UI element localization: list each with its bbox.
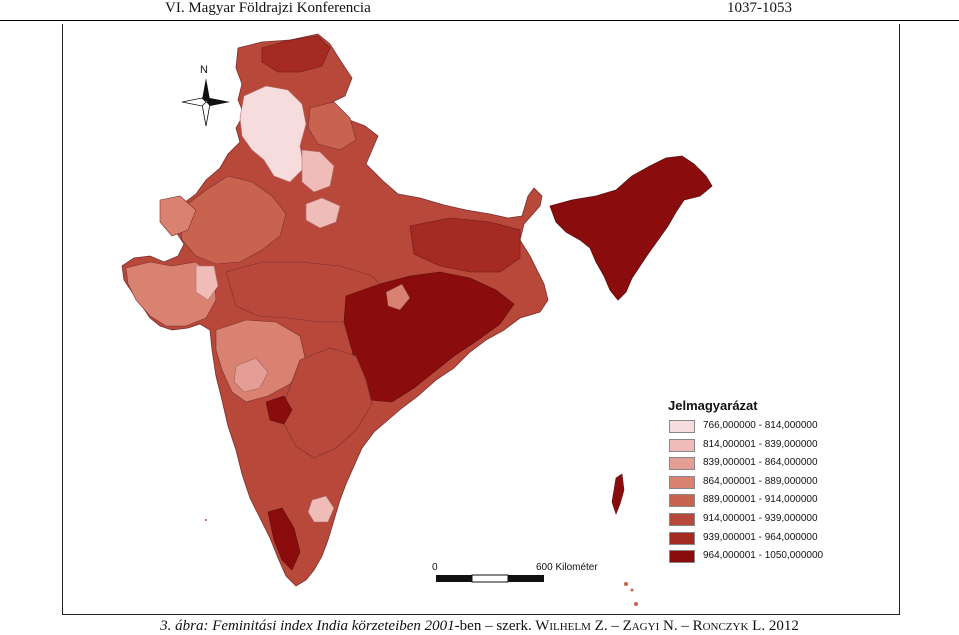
region-karnataka-dark (265, 395, 293, 425)
header-title: VI. Magyar Földrajzi Konferencia (165, 0, 371, 16)
region-gujarat (125, 261, 217, 327)
legend-label: 864,000001 - 889,000000 (703, 475, 818, 487)
region-haryana (301, 149, 335, 193)
region-tamil-nadu-light (307, 495, 335, 523)
legend-swatch (669, 531, 695, 545)
legend-item: 766,000000 - 814,000000 (668, 417, 868, 436)
lakshadweep-island (205, 519, 207, 521)
region-chhattisgarh-patch (385, 283, 411, 311)
india-northeast (549, 155, 713, 301)
caption-author-3-smallcaps: ONCZYK (702, 621, 749, 633)
caption-year: L. 2012 (748, 618, 799, 634)
map-legend: Jelmagyarázat 766,000000 - 814,000000 81… (668, 398, 868, 566)
legend-item: 814,000001 - 839,000000 (668, 436, 868, 455)
north-label: N (200, 64, 208, 76)
legend-label: 766,000000 - 814,000000 (703, 420, 818, 431)
region-gujarat-light (195, 265, 219, 301)
region-punjab (239, 85, 307, 183)
region-kerala (267, 507, 301, 571)
legend-label: 964,000001 - 1050,000000 (703, 550, 824, 562)
legend-label: 914,000001 - 939,000000 (703, 512, 818, 524)
region-andhra-telangana (283, 347, 373, 459)
header-page-range: 1037-1053 (727, 0, 792, 16)
page-header: VI. Magyar Földrajzi Konferencia 1037-10… (0, 0, 959, 22)
caption-author-prefix: -ben – szerk. W (454, 618, 550, 634)
legend-item: 914,000001 - 939,000000 (668, 510, 868, 529)
legend-item: 939,000001 - 964,000000 (668, 529, 868, 548)
region-rajasthan (179, 175, 287, 265)
region-maharashtra-light (233, 357, 269, 393)
legend-swatch (669, 494, 695, 508)
legend-item: 964,000001 - 1050,000000 (668, 547, 868, 566)
legend-label: 814,000001 - 839,000000 (703, 438, 818, 450)
legend-swatch (669, 420, 695, 433)
scale-distance-label: 600 Kilométer (536, 562, 598, 573)
legend-label: 839,000001 - 864,000000 (703, 457, 818, 469)
legend-item: 889,000001 - 914,000000 (668, 491, 868, 510)
legend-swatch (669, 550, 695, 564)
legend-swatch (669, 512, 695, 526)
caption-author-2-prefix: Z. – Z (590, 618, 632, 634)
legend-swatch (669, 457, 695, 471)
caption-author-1-smallcaps: ILHELM (549, 621, 591, 633)
legend-swatch (669, 475, 695, 489)
legend-title: Jelmagyarázat (668, 398, 758, 413)
region-kashmir (261, 35, 331, 73)
andaman-islands (611, 473, 625, 515)
nicobar-island-2 (630, 588, 634, 592)
legend-item: 864,000001 - 889,000000 (668, 473, 868, 492)
caption-author-2-smallcaps: AGYI (631, 621, 660, 633)
legend-label: 939,000001 - 964,000000 (703, 531, 818, 543)
region-bihar (409, 217, 521, 273)
scale-zero-label: 0 (432, 562, 438, 573)
north-arrow-icon (181, 78, 230, 127)
region-uttarakhand (307, 101, 357, 151)
map-frame (62, 24, 900, 615)
scale-bar-graphic (436, 574, 544, 583)
nicobar-island-1 (624, 582, 628, 586)
caption-title: 3. ábra: Feminitási index India körzetei… (160, 618, 455, 634)
caption-author-3-prefix: N. – R (659, 618, 703, 634)
nicobar-island-3 (634, 602, 638, 606)
header-rule (0, 20, 959, 21)
figure-caption: 3. ábra: Feminitási index India körzetei… (0, 618, 959, 635)
legend-item: 839,000001 - 864,000000 (668, 454, 868, 473)
legend-swatch (669, 438, 695, 452)
region-rajasthan-west (159, 195, 197, 237)
region-up-west (305, 197, 341, 229)
legend-label: 889,000001 - 914,000000 (703, 494, 818, 506)
